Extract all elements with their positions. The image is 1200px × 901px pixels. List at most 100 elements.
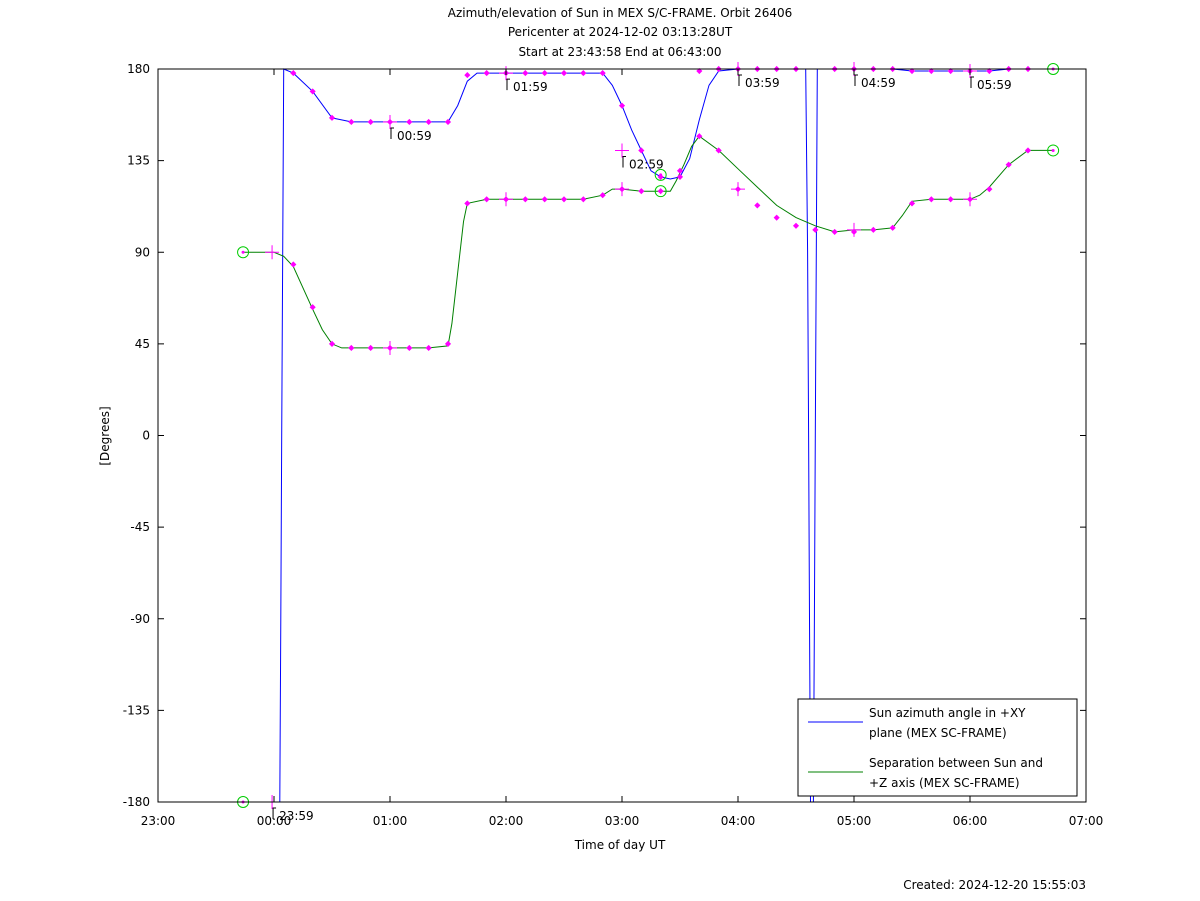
- chart-title: Azimuth/elevation of Sun in MEX S/C-FRAM…: [448, 6, 793, 20]
- endpoint-circle-2: [654, 185, 667, 198]
- endpoint-circle-2: [237, 246, 250, 259]
- hour-marker-2: [265, 245, 280, 260]
- legend-label-2: +Z axis (MEX SC-FRAME): [869, 776, 1020, 790]
- time-annotation-label: 03:59: [745, 76, 780, 90]
- hour-marker-2: [499, 192, 513, 207]
- legend-label-1: Sun azimuth angle in +XY: [869, 706, 1026, 720]
- legend-label-2: Separation between Sun and: [869, 756, 1043, 770]
- data-point-2: [1024, 147, 1032, 154]
- hour-marker-2: [383, 340, 397, 355]
- time-annotation-label: 00:59: [397, 129, 432, 143]
- data-point-2: [676, 167, 684, 174]
- data-point-2: [870, 226, 877, 233]
- y-axis-label: [Degrees]: [98, 406, 112, 465]
- data-point-2: [1005, 161, 1012, 168]
- data-point-2: [947, 196, 954, 203]
- time-annotation-label: 02:59: [629, 157, 664, 171]
- data-point-1: [599, 70, 606, 77]
- endpoint-dot-2: [241, 250, 245, 254]
- plot-area: 23:59 00:59 01:59 02:59 03:59 04:59 05:59: [237, 62, 1060, 823]
- data-point-2: [348, 344, 355, 352]
- data-point-2: [367, 344, 374, 352]
- data-point-1: [290, 70, 297, 77]
- data-point-2: [406, 344, 413, 352]
- data-point-2: [754, 202, 761, 209]
- y-tick-label: 45: [135, 337, 150, 351]
- plot-frame: [157, 68, 1087, 803]
- data-point-2: [638, 188, 645, 195]
- endpoint-dot-2: [659, 173, 663, 177]
- hour-marker-2: [847, 222, 861, 237]
- y-tick-label: 90: [135, 245, 150, 259]
- y-tick-label: -45: [130, 520, 150, 534]
- data-point-1: [406, 118, 413, 126]
- time-annotation-label: 23:59: [279, 809, 314, 823]
- data-point-1: [444, 118, 452, 126]
- hour-marker-1: [383, 114, 397, 129]
- data-point-1: [464, 72, 471, 79]
- axes: 23:00 00:00 01:00 02:00 03:00 04:00 05:00 06:00…: [123, 62, 1104, 828]
- y-tick-label: 135: [127, 154, 150, 168]
- data-point-2: [309, 304, 316, 311]
- data-point-2: [889, 224, 896, 231]
- data-point-1: [348, 118, 355, 126]
- data-point-2: [831, 228, 838, 235]
- created-timestamp: Created: 2024-12-20 15:55:03: [903, 878, 1086, 892]
- pericenter-line: Pericenter at 2024-12-02 03:13:28UT: [508, 25, 733, 39]
- data-point-2: [541, 196, 548, 203]
- data-point-2: [908, 200, 916, 207]
- x-tick-label: 06:00: [953, 814, 988, 828]
- data-point-1: [367, 118, 374, 126]
- hour-marker-2: [731, 182, 745, 197]
- data-point-2: [928, 196, 935, 203]
- data-point-2: [444, 340, 452, 347]
- data-point-2: [522, 196, 529, 203]
- data-point-1: [638, 147, 645, 154]
- data-point-1: [560, 70, 568, 77]
- series-line-2: [243, 135, 1054, 349]
- data-point-1: [328, 114, 336, 121]
- data-point-1: [309, 88, 316, 95]
- y-tick-label: 0: [142, 429, 150, 443]
- time-annotation-pointer: [390, 127, 394, 139]
- y-tick-label: -90: [130, 612, 150, 626]
- legend: Sun azimuth angle in +XY plane (MEX SC-FR…: [797, 698, 1078, 797]
- time-annotation-pointer: [854, 74, 858, 86]
- data-point-2: [328, 340, 336, 347]
- x-tick-label: 04:00: [721, 814, 756, 828]
- legend-label-1: plane (MEX SC-FRAME): [869, 726, 1007, 740]
- x-tick-label: 03:00: [605, 814, 640, 828]
- y-tick-label: -180: [123, 795, 150, 809]
- data-point-1: [541, 70, 548, 77]
- data-point-1: [580, 70, 587, 77]
- data-point-2: [696, 133, 703, 140]
- endpoint-circle-2: [1047, 144, 1060, 157]
- data-point-2: [425, 344, 432, 352]
- x-tick-label: 23:00: [141, 814, 176, 828]
- endpoint-dot-2: [1051, 148, 1055, 152]
- data-point-2: [483, 196, 490, 203]
- time-annotation-pointer: [970, 76, 974, 89]
- legend-box: [797, 698, 1078, 797]
- x-tick-label: 02:00: [489, 814, 524, 828]
- time-annotation-label: 05:59: [977, 78, 1012, 92]
- y-tick-label: 180: [127, 62, 150, 76]
- data-point-2: [580, 196, 587, 203]
- data-point-2: [812, 226, 819, 233]
- start-end-line: Start at 23:43:58 End at 06:43:00: [518, 45, 721, 59]
- data-point-1: [483, 70, 490, 77]
- series-line-1: [243, 68, 1054, 803]
- hour-marker-1: [615, 143, 629, 158]
- data-point-2: [290, 261, 297, 268]
- hour-marker-2: [615, 182, 629, 197]
- x-tick-label: 01:00: [373, 814, 408, 828]
- x-tick-label: 00:00: [257, 814, 292, 828]
- data-point-2: [560, 196, 568, 203]
- data-point-2: [986, 186, 993, 193]
- time-annotation-pointer: [506, 78, 510, 91]
- hour-marker-2: [963, 192, 977, 207]
- data-point-2: [715, 147, 722, 154]
- data-point-2: [792, 222, 800, 229]
- data-point-2: [599, 192, 606, 199]
